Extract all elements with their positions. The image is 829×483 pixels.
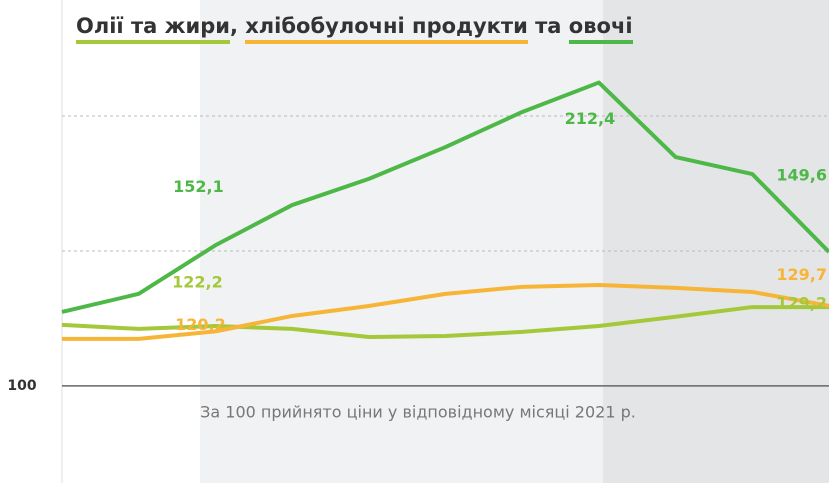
series-line	[61, 80, 829, 314]
legend-entry: хлібобулочні продукти	[245, 14, 528, 44]
joiner: ,	[229, 14, 246, 38]
joiner: та	[527, 14, 569, 38]
data-label: 122,2	[172, 272, 223, 291]
series-line	[61, 305, 829, 340]
data-label: 152,1	[173, 177, 224, 196]
legend-entry: Олії та жири	[76, 14, 230, 44]
legend-title: Олії та жири, хлібобулочні продукти та о…	[76, 14, 633, 44]
data-label: 212,4	[565, 109, 616, 128]
period-band	[200, 0, 603, 483]
data-label: 149,6	[776, 166, 827, 185]
series-line	[62, 282, 829, 341]
legend-entry: овочі	[568, 14, 633, 44]
y-tick-label: 100	[7, 378, 36, 394]
note: За 100 прийнято ціни у відповідному міся…	[200, 403, 636, 422]
data-label: 129,7	[776, 265, 827, 284]
data-label: 129,2	[776, 294, 827, 313]
period-band	[603, 0, 829, 483]
data-label: 120,2	[175, 315, 226, 334]
